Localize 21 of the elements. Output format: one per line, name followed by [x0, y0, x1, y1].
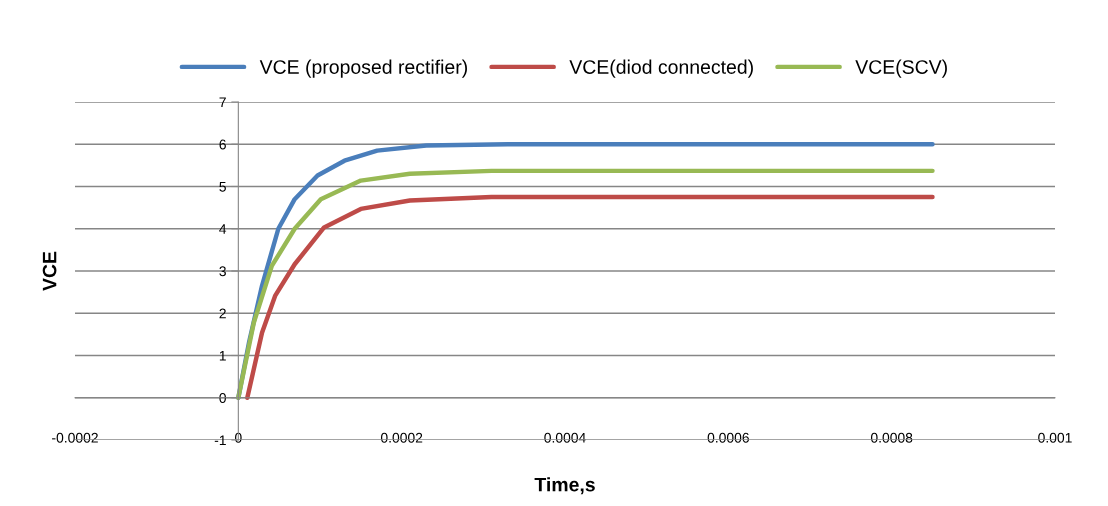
- y-tick-label: 7: [219, 97, 226, 108]
- x-tick-label: 0.0002: [380, 432, 423, 443]
- x-tick-label: -0.0002: [52, 432, 98, 443]
- y-tick-label: 6: [219, 139, 226, 150]
- y-tick-label: 1: [219, 350, 226, 361]
- y-tick-label: 3: [219, 266, 226, 277]
- x-tick-label: 0: [235, 432, 242, 443]
- legend-label: VCE (proposed rectifier): [259, 59, 467, 78]
- x-tick-label: 0.0006: [707, 432, 749, 443]
- y-tick-label: 5: [219, 181, 226, 192]
- x-tick-label: 0.0008: [870, 432, 913, 443]
- y-axis-title: VCE: [42, 251, 57, 291]
- y-tick-label: 0: [219, 393, 226, 403]
- legend-label: VCE(diod connected): [569, 59, 753, 78]
- legend-label: VCE(SCV): [855, 59, 947, 78]
- x-tick-label: 0.0004: [544, 432, 586, 443]
- y-tick-label: 2: [219, 308, 226, 319]
- x-tick-label: 0.001: [1038, 432, 1072, 443]
- y-tick-label: 4: [219, 224, 227, 234]
- x-axis-title: Time,s: [534, 477, 595, 495]
- y-tick-label: -1: [214, 435, 226, 446]
